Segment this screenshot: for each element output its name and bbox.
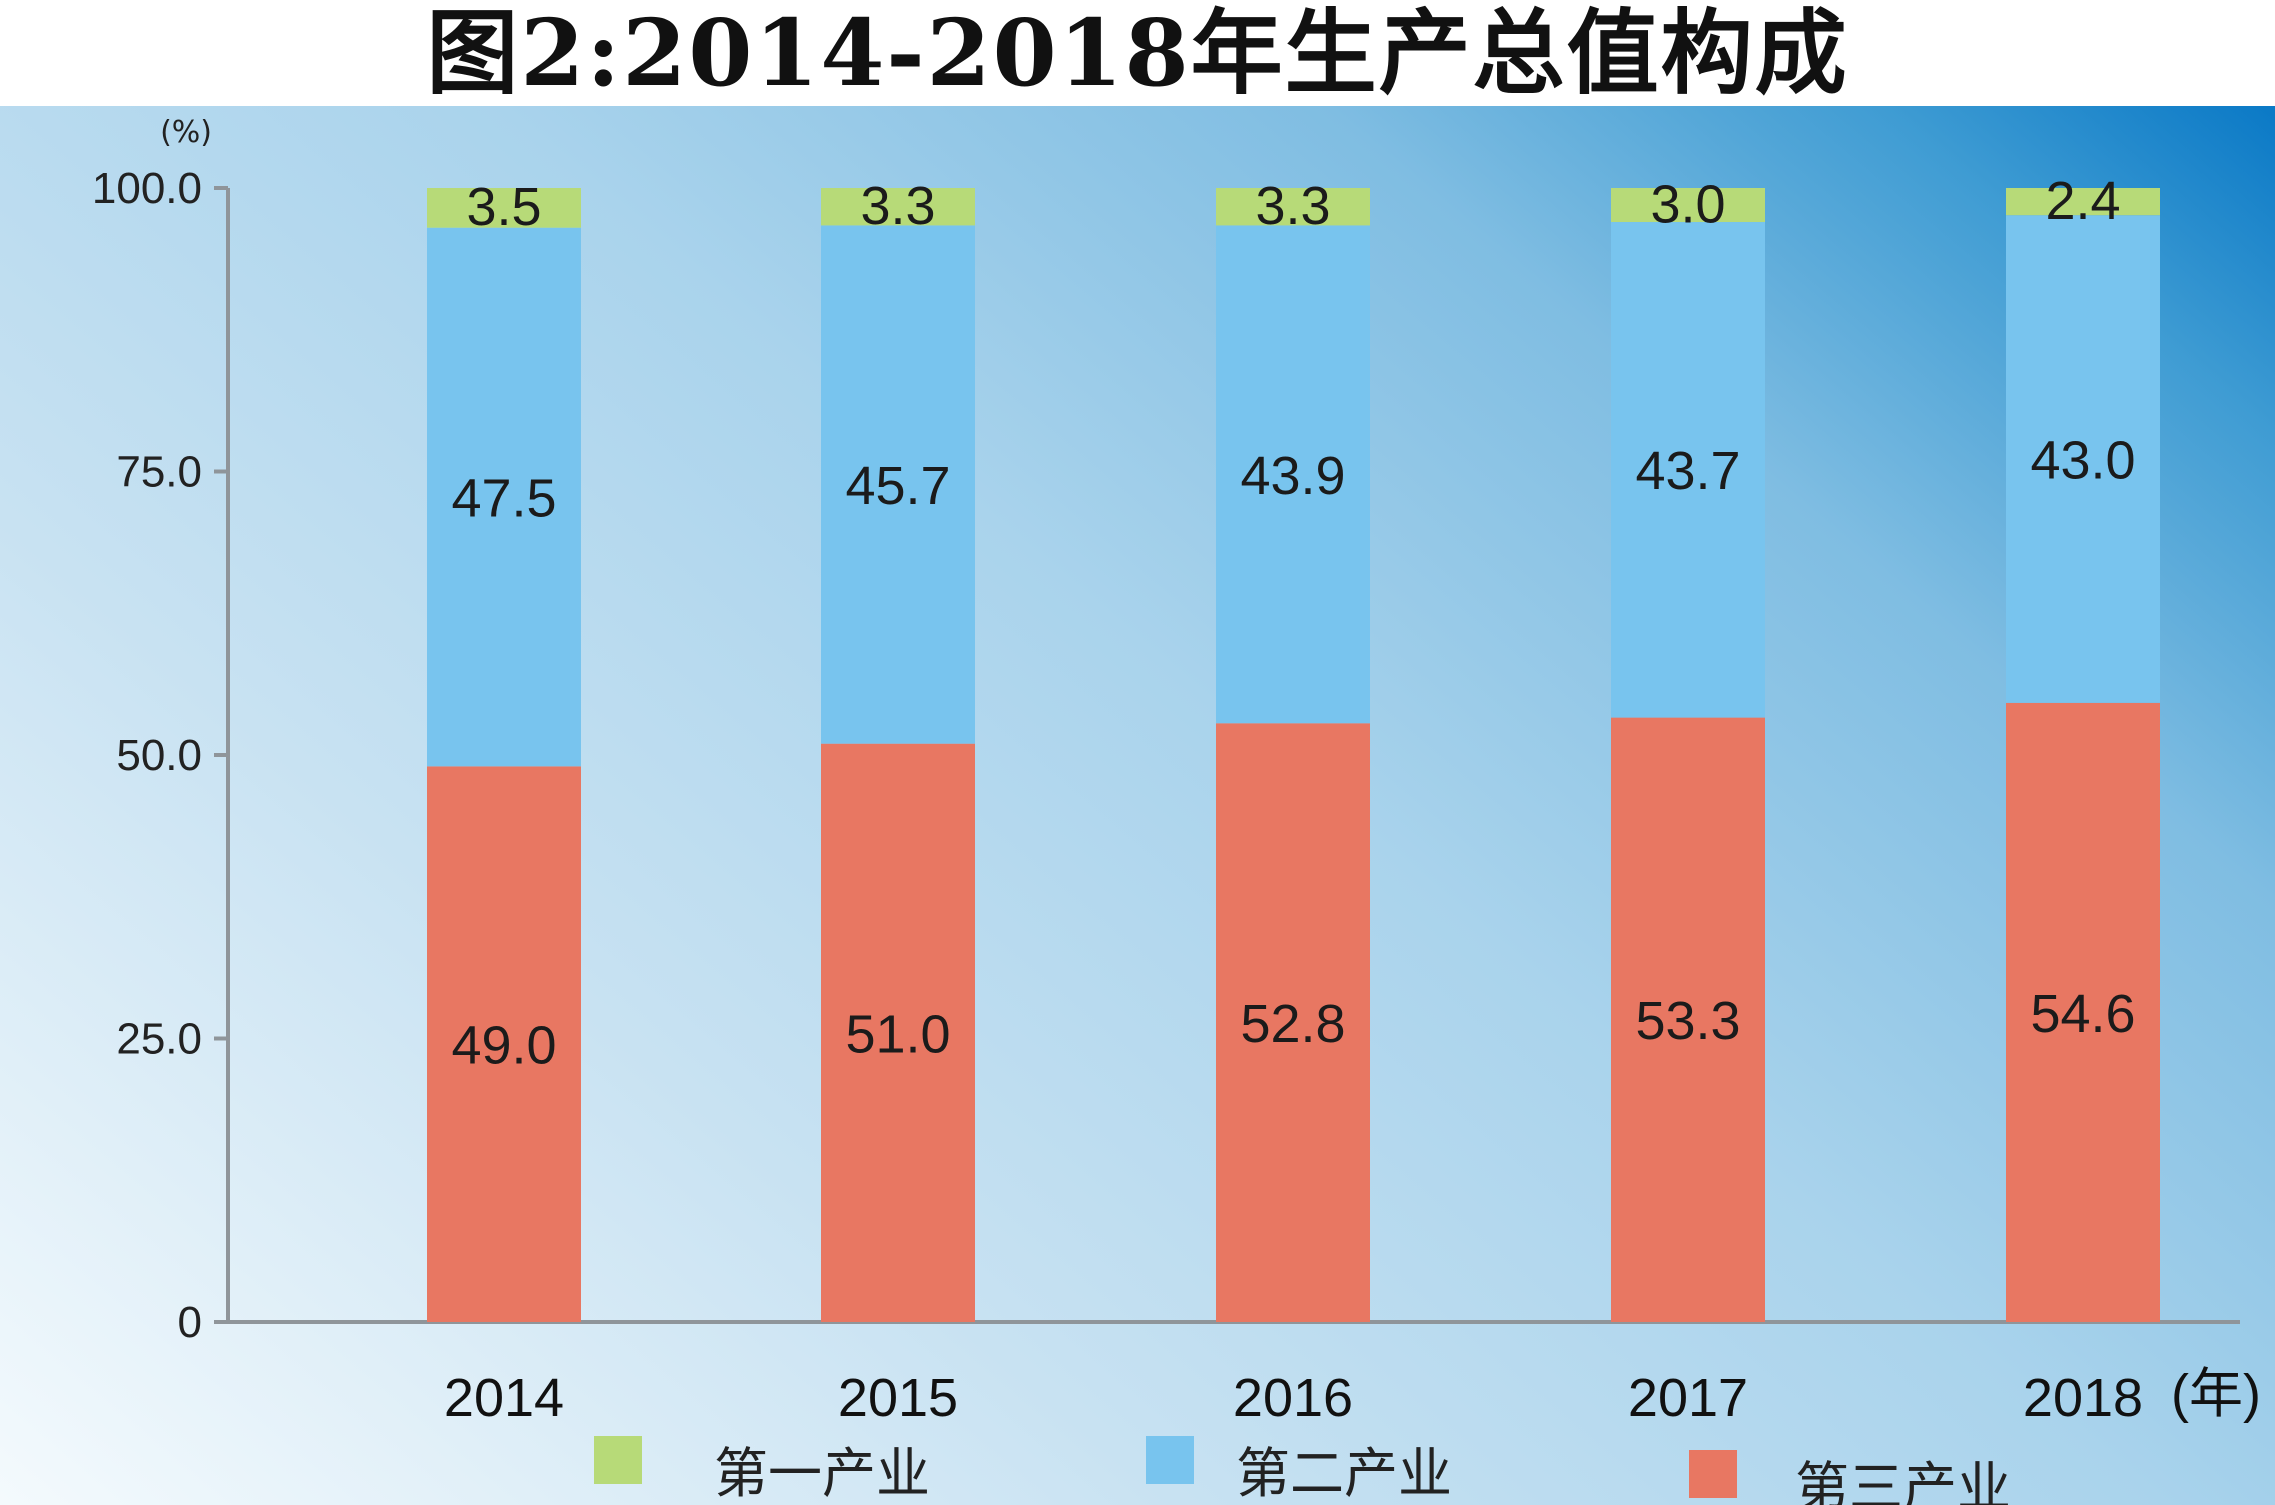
bar-segment xyxy=(2006,215,2160,703)
bar-segment xyxy=(1216,188,1370,226)
bar-segment xyxy=(1611,222,1765,718)
x-tick-label: 2014 xyxy=(444,1368,564,1428)
y-unit-label: (%) xyxy=(160,115,212,150)
bar-segment xyxy=(427,188,581,228)
bar-value-label: 3.3 xyxy=(1255,176,1330,236)
y-tick-label: 0 xyxy=(178,1298,202,1347)
y-tick-label: 25.0 xyxy=(116,1015,202,1064)
bar-value-label: 45.7 xyxy=(845,456,950,516)
bar-value-label: 47.5 xyxy=(451,468,556,528)
bar-value-label: 43.0 xyxy=(2030,430,2135,490)
x-unit-label: (年) xyxy=(2171,1364,2261,1424)
chart-panel: 0 25.0 50.0 75.0 100.0 (%) 49.0 47.5 3.5 2014 51.0… xyxy=(0,106,2275,1505)
bar-segment xyxy=(821,743,975,1322)
legend-swatch xyxy=(594,1436,642,1484)
bar-value-label: 3.3 xyxy=(860,176,935,236)
bar-value-label: 51.0 xyxy=(845,1004,950,1064)
bar-value-label: 54.6 xyxy=(2030,984,2135,1044)
bar-segment xyxy=(427,227,581,767)
legend-label: 第二产业 xyxy=(1236,1442,1452,1505)
bar-value-label: 3.0 xyxy=(1650,174,1725,234)
bar-segment xyxy=(2006,188,2160,216)
stacked-bar-chart: 0 25.0 50.0 75.0 100.0 (%) 49.0 47.5 3.5 2014 51.0… xyxy=(92,115,2261,1505)
bar-value-label: 2.4 xyxy=(2045,171,2120,231)
bar-segment xyxy=(821,188,975,226)
legend-swatch xyxy=(1689,1450,1737,1498)
bar-value-label: 43.7 xyxy=(1635,441,1740,501)
bar-value-label: 49.0 xyxy=(451,1016,556,1076)
legend-label: 第三产业 xyxy=(1795,1456,2011,1505)
bar-segment xyxy=(1611,717,1765,1322)
bar-value-label: 43.9 xyxy=(1240,446,1345,506)
bar-segment xyxy=(1216,225,1370,724)
x-tick-label: 2017 xyxy=(1628,1368,1748,1428)
legend-label: 第一产业 xyxy=(714,1442,930,1505)
y-tick-label: 75.0 xyxy=(116,448,202,497)
legend-swatch xyxy=(1146,1436,1194,1484)
bar-segment xyxy=(1216,723,1370,1322)
bar-value-label: 53.3 xyxy=(1635,991,1740,1051)
bar-segment xyxy=(821,225,975,744)
y-tick-label: 50.0 xyxy=(116,731,202,780)
bar-segment xyxy=(2006,702,2160,1322)
bar-value-label: 52.8 xyxy=(1240,994,1345,1054)
bar-segment xyxy=(1611,188,1765,223)
bar-value-label: 3.5 xyxy=(466,177,541,237)
bar-segment xyxy=(427,766,581,1322)
x-tick-label: 2016 xyxy=(1233,1368,1353,1428)
chart-title: 图2:2014-2018年生产总值构成 xyxy=(0,0,2275,106)
x-tick-label: 2018 xyxy=(2023,1368,2143,1428)
x-tick-label: 2015 xyxy=(838,1368,958,1428)
y-tick-label: 100.0 xyxy=(92,164,202,213)
